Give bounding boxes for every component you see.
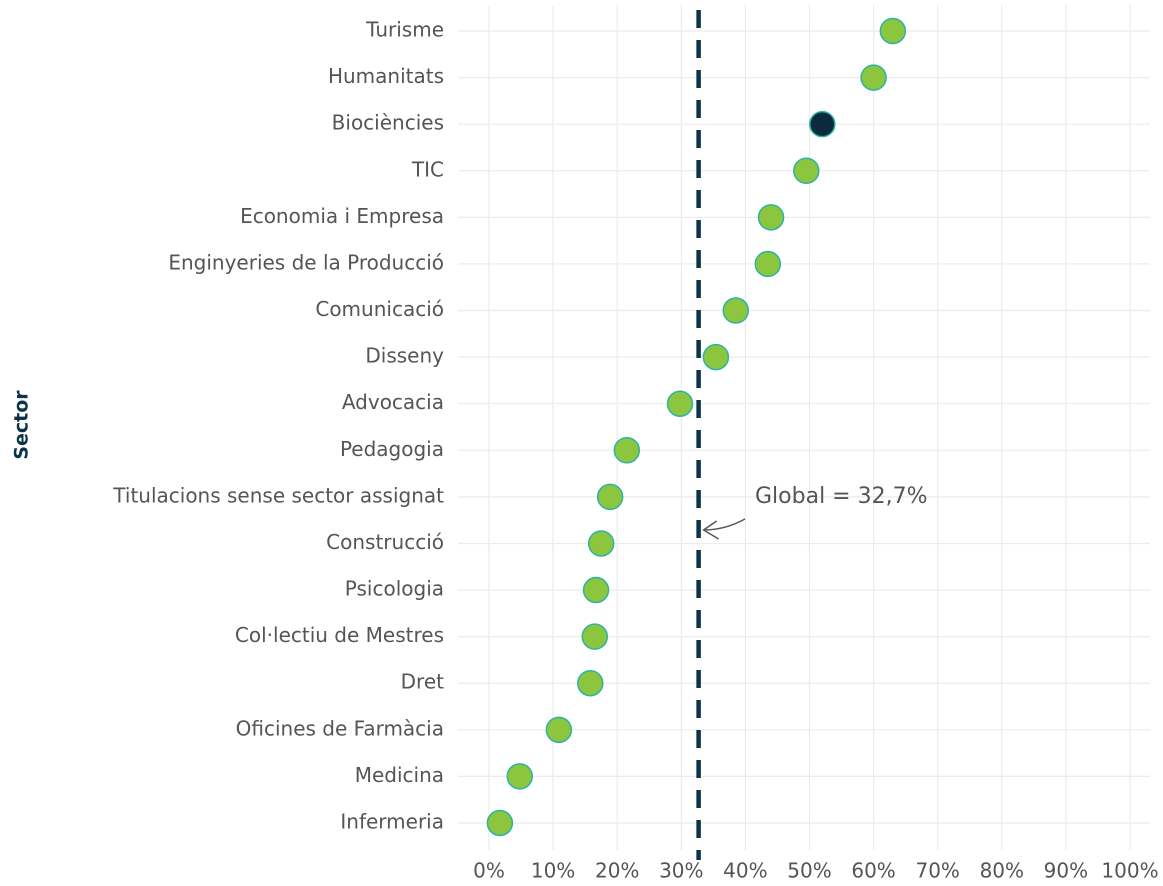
y-tick-label: Dret <box>401 670 444 694</box>
y-tick-label: Oficines de Farmàcia <box>236 716 444 740</box>
y-tick-label: TIC <box>411 157 444 181</box>
x-tick-label: 50% <box>787 859 831 883</box>
y-tick-label: Disseny <box>365 344 444 368</box>
dot <box>754 250 782 278</box>
dot <box>506 763 534 790</box>
dot <box>860 64 887 91</box>
x-tick-label: 100% <box>1101 859 1158 883</box>
x-tick-label: 70% <box>915 859 959 883</box>
x-tick-label: 30% <box>659 859 703 883</box>
y-tick-label: Humanitats <box>328 64 444 88</box>
x-tick-label: 60% <box>851 859 895 883</box>
y-tick-label: Construcció <box>326 530 444 554</box>
dot <box>545 716 573 744</box>
dot <box>581 623 609 650</box>
y-tick-label: Pedagogia <box>340 437 444 461</box>
dot <box>793 157 820 185</box>
x-tick-label: 10% <box>531 859 575 883</box>
dot <box>577 669 604 697</box>
y-axis-label: Sector <box>11 390 33 460</box>
dot <box>757 204 785 231</box>
x-tick-label: 80% <box>980 859 1024 883</box>
dot <box>666 390 694 417</box>
y-tick-label: Advocacia <box>342 390 444 414</box>
dot <box>722 297 750 324</box>
y-tick-label: Titulacions sense sector assignat <box>112 483 444 507</box>
dot <box>613 437 641 464</box>
y-tick-label: Comunicació <box>315 297 444 321</box>
y-tick-label: Psicologia <box>345 577 444 601</box>
x-tick-label: 40% <box>723 859 767 883</box>
y-tick-label: Turisme <box>365 18 444 42</box>
y-tick-label: Col·lectiu de Mestres <box>235 623 444 647</box>
y-tick-label: Medicina <box>355 763 444 787</box>
dot <box>582 576 610 604</box>
dot <box>809 110 836 138</box>
dot <box>587 530 615 557</box>
x-tick-label: 20% <box>595 859 639 883</box>
dot <box>702 343 730 371</box>
dot <box>486 809 514 837</box>
y-tick-label: Infermeria <box>340 810 444 834</box>
x-tick-label: 0% <box>473 859 505 883</box>
y-tick-label: Economia i Empresa <box>240 204 444 228</box>
dot <box>596 483 624 511</box>
y-tick-label: Enginyeries de la Producció <box>168 250 444 274</box>
annotation-arrow <box>702 518 746 540</box>
reference-label: Global = 32,7% <box>755 484 928 509</box>
y-tick-label: Biociències <box>332 111 444 135</box>
dot <box>879 17 907 45</box>
x-tick-label: 90% <box>1044 859 1088 883</box>
